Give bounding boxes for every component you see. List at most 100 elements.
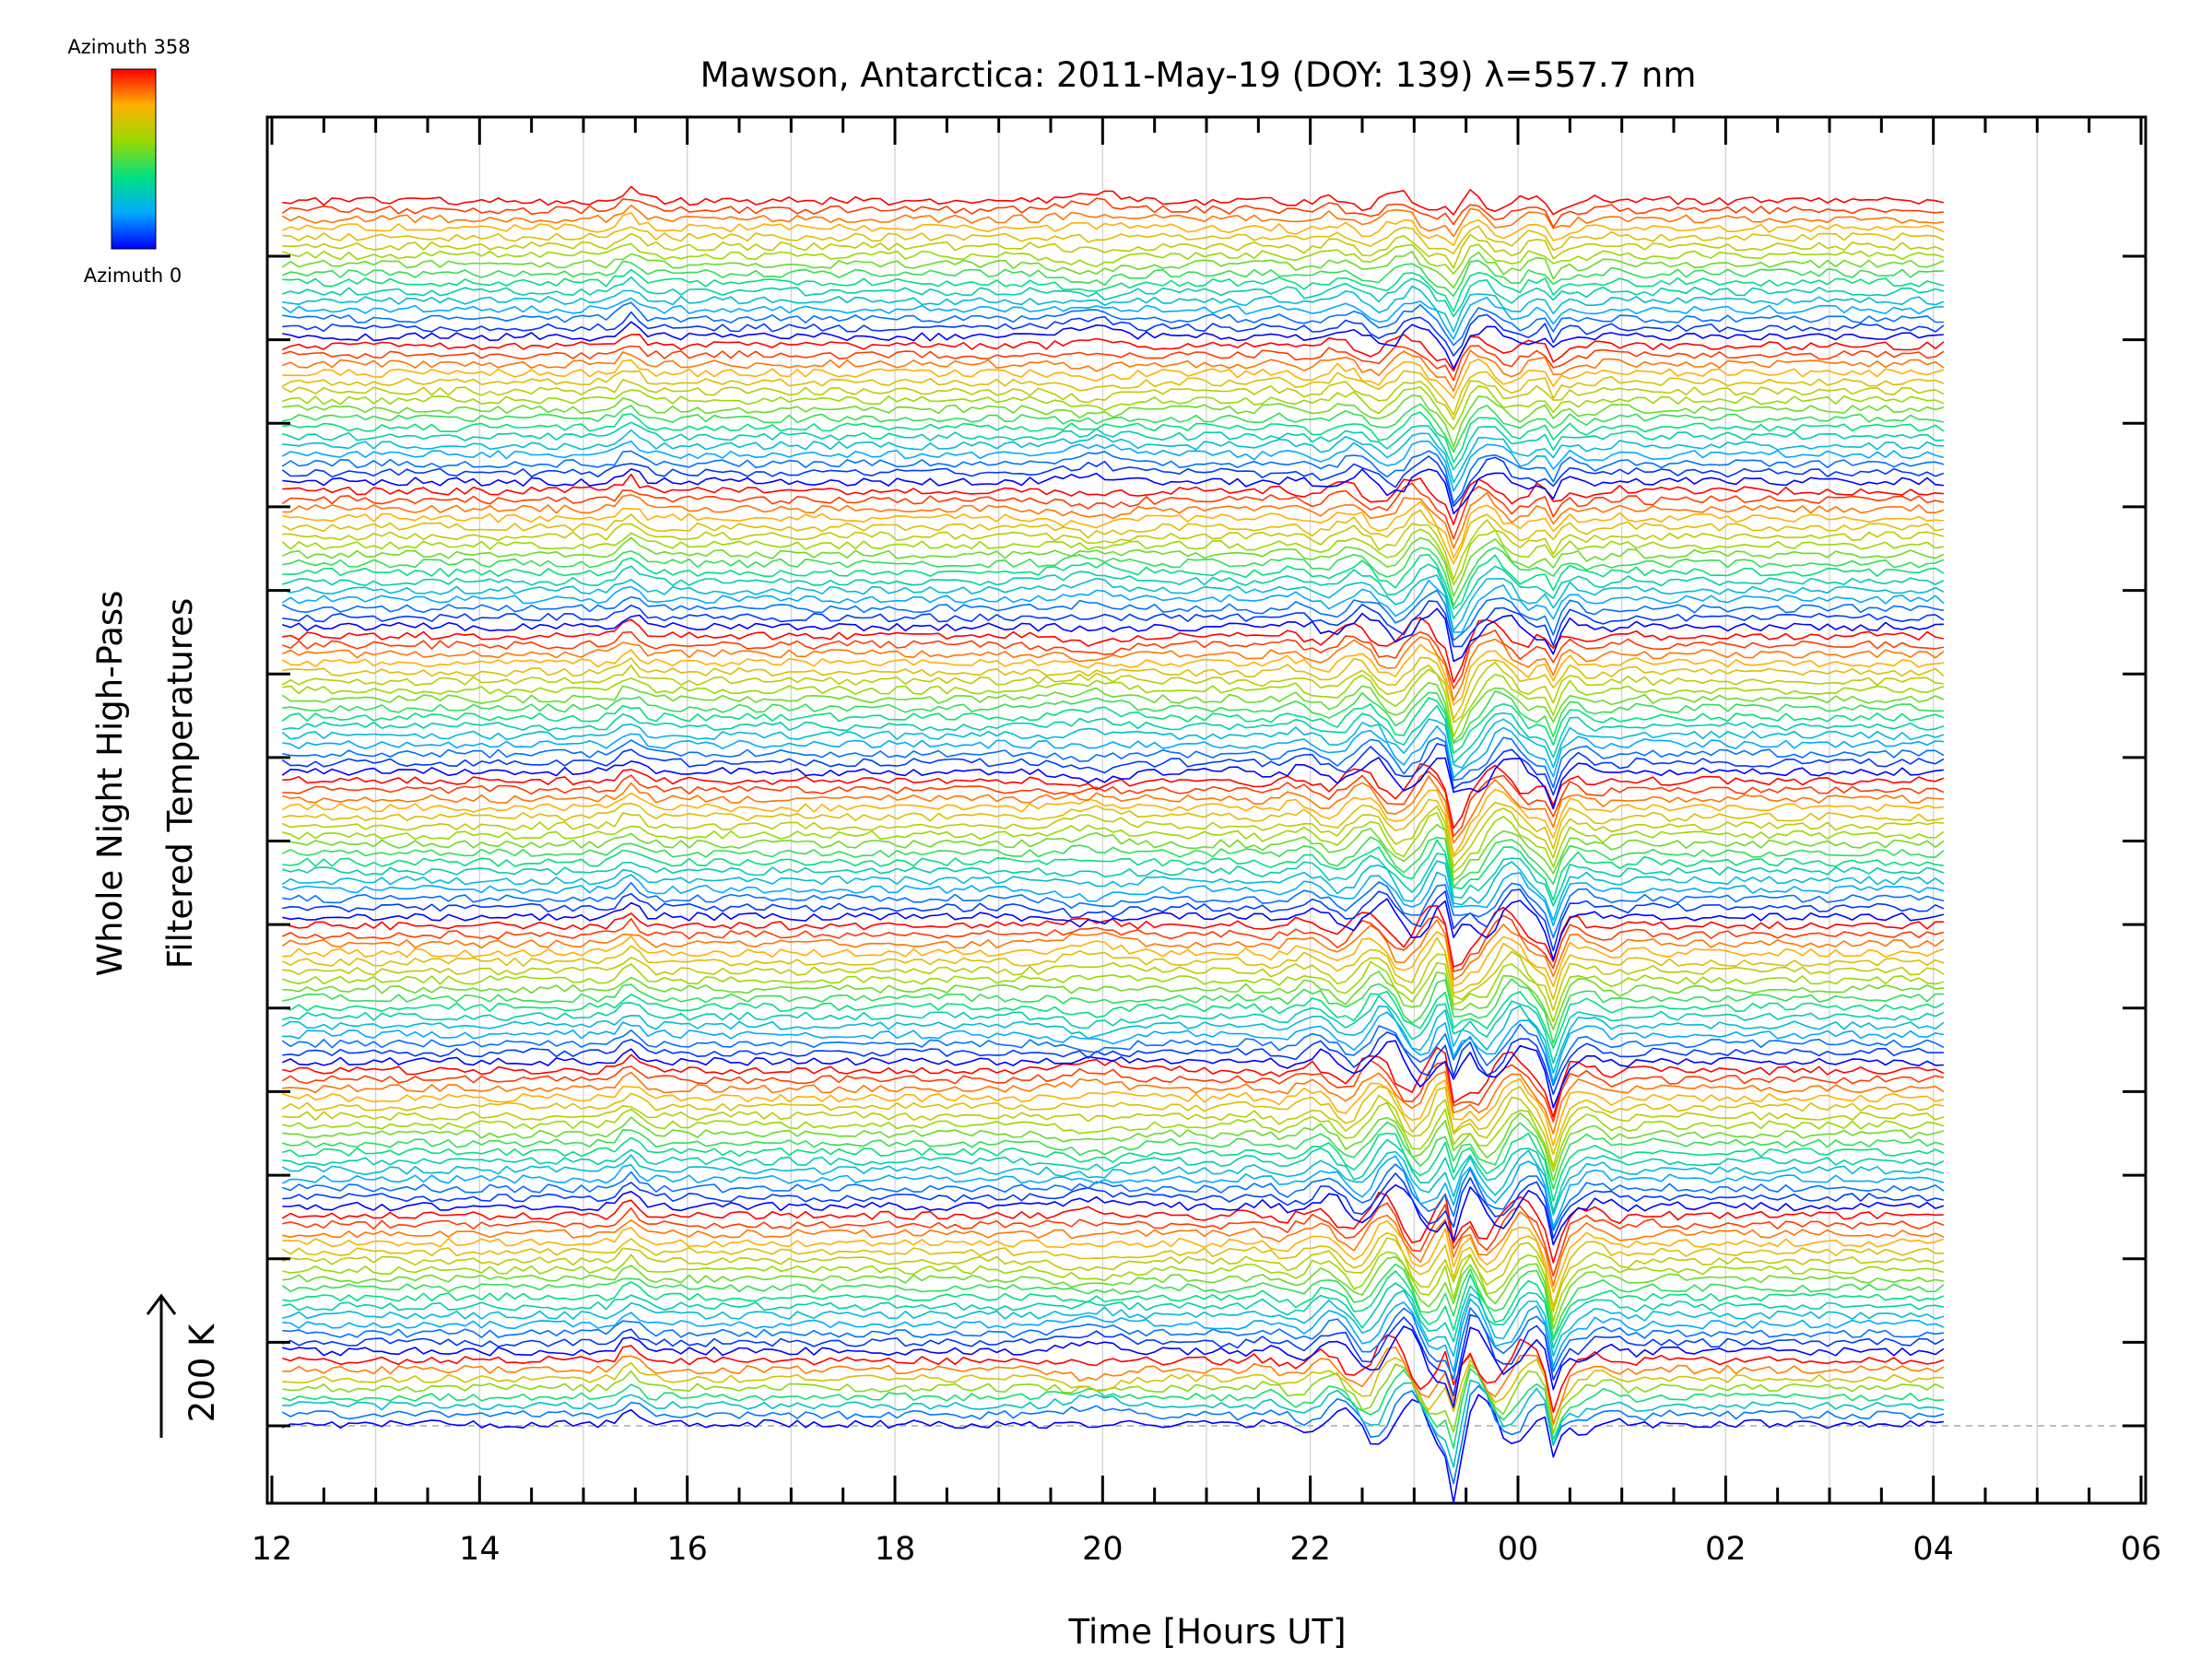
temperature-trace (281, 1005, 1945, 1075)
y-axis-label-line-1: Whole Night High-Pass (90, 591, 130, 977)
temperature-trace (282, 225, 1945, 255)
temperature-trace (282, 429, 1944, 484)
temperature-trace (281, 1394, 1944, 1504)
x-tick-label: 02 (1705, 1531, 1747, 1568)
temperature-trace (282, 285, 1945, 333)
temperature-trace (281, 1086, 1945, 1156)
temperature-trace (281, 450, 1945, 504)
temperature-trace (282, 978, 1944, 1044)
temperature-trace (281, 743, 1945, 796)
temperature-trace (281, 697, 1945, 754)
legend-bottom-label: Azimuth 0 (84, 265, 182, 287)
temperature-trace (282, 473, 1944, 525)
trace-layer (281, 185, 1945, 1504)
temperature-trace (281, 528, 1945, 586)
temperature-trace (281, 1191, 1944, 1264)
temperature-trace (281, 440, 1945, 492)
temperature-trace (282, 311, 1945, 357)
x-tick-label: 06 (2121, 1531, 2162, 1568)
temperature-trace (281, 455, 1945, 508)
x-tick-label: 04 (1912, 1531, 1954, 1568)
y-axis-label: Whole Night High-Pass Filtered Temperatu… (90, 591, 200, 977)
temperature-trace (282, 519, 1945, 581)
temperature-trace (281, 1231, 1944, 1308)
grid-lines (276, 119, 2136, 1501)
temperature-trace (282, 547, 1945, 607)
temperature-trace (282, 349, 1945, 393)
temperature-trace (282, 232, 1945, 269)
temperature-trace (282, 1070, 1945, 1135)
temperature-trace (282, 762, 1945, 830)
temperature-trace (281, 681, 1945, 743)
temperature-trace (281, 1384, 1945, 1485)
temperature-trace (282, 607, 1944, 663)
temperature-trace (282, 1307, 1944, 1381)
temperature-trace (282, 1334, 1945, 1413)
temperature-trace (282, 384, 1945, 430)
temperature-trace (282, 704, 1945, 764)
temperature-trace (282, 1031, 1944, 1096)
temperature-trace (282, 811, 1945, 874)
temperature-trace (282, 931, 1945, 987)
temperature-trace (281, 643, 1944, 706)
temperature-trace (281, 871, 1945, 927)
temperature-trace (281, 579, 1945, 633)
temperature-trace (282, 403, 1945, 453)
temperature-trace (281, 379, 1945, 421)
temperature-trace (282, 1138, 1945, 1213)
x-tick-label: 14 (459, 1531, 500, 1568)
temperature-trace (281, 914, 1945, 972)
scale-arrow (146, 1293, 177, 1438)
temperature-trace (281, 197, 1944, 229)
temperature-trace (282, 994, 1945, 1065)
x-tick-label: 22 (1289, 1531, 1331, 1568)
temperature-trace (281, 788, 1944, 856)
x-tick-label: 18 (875, 1531, 916, 1568)
temperature-trace (281, 509, 1945, 565)
temperature-trace (282, 600, 1945, 648)
x-tick-labels: 12 14 16 18 20 22 00 02 04 06 (252, 1531, 2162, 1568)
temperature-trace (281, 661, 1944, 724)
temperature-trace (282, 1282, 1945, 1349)
temperature-trace (281, 919, 1945, 981)
temperature-trace (282, 345, 1945, 382)
x-tick-label: 16 (666, 1531, 708, 1568)
temperature-trace (282, 881, 1945, 939)
temperature-trace (281, 860, 1945, 922)
temperature-trace (282, 421, 1944, 471)
temperature-trace (282, 950, 1945, 1011)
temperature-trace (282, 468, 1944, 515)
temperature-trace (282, 1219, 1945, 1293)
temperature-trace (282, 1368, 1944, 1449)
temperature-trace (282, 394, 1945, 448)
temperature-trace (281, 805, 1944, 867)
temperature-trace (282, 1325, 1945, 1408)
azimuth-legend: Azimuth 358 Azimuth 0 (67, 36, 190, 287)
temperature-trace (282, 1132, 1945, 1203)
temperature-trace (282, 574, 1945, 631)
temperature-trace (282, 1121, 1945, 1190)
x-tick-label: 20 (1082, 1531, 1124, 1568)
temperature-trace (281, 1149, 1945, 1216)
temperature-trace (281, 333, 1945, 372)
temperature-trace (282, 1172, 1945, 1240)
temperature-trace (281, 1263, 1945, 1339)
temperature-trace (281, 370, 1945, 416)
temperature-trace (282, 321, 1944, 370)
temperature-trace (281, 718, 1945, 769)
temperature-trace (282, 771, 1945, 838)
temperature-trace (282, 1211, 1945, 1287)
temperature-trace (282, 1011, 1945, 1084)
temperature-trace (282, 775, 1944, 844)
y-axis-label-line-2: Filtered Temperatures (160, 598, 200, 969)
temperature-trace (281, 536, 1945, 597)
temperature-trace (282, 1313, 1945, 1396)
temperature-trace (282, 823, 1945, 881)
temperature-trace (282, 960, 1945, 1023)
temperature-trace (281, 836, 1945, 888)
temperature-trace (282, 491, 1945, 549)
temperature-trace (282, 411, 1945, 464)
x-tick-label: 12 (252, 1531, 293, 1568)
temperature-trace (281, 757, 1944, 810)
